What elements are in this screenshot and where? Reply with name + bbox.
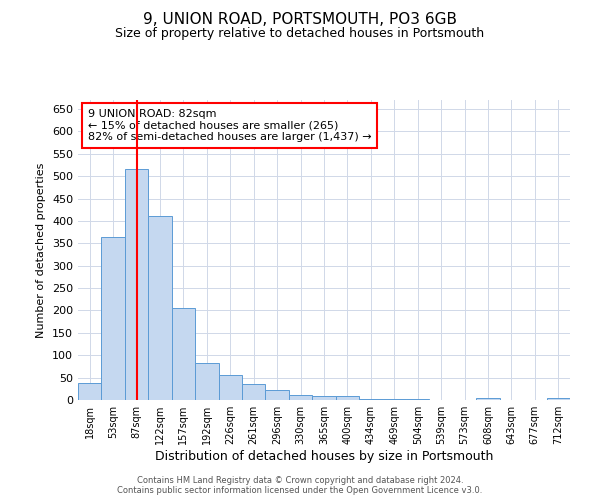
Bar bbox=[218, 376, 242, 400]
Bar bbox=[265, 390, 289, 400]
Bar bbox=[101, 236, 125, 400]
Text: Contains HM Land Registry data © Crown copyright and database right 2024.
Contai: Contains HM Land Registry data © Crown c… bbox=[118, 476, 482, 495]
X-axis label: Distribution of detached houses by size in Portsmouth: Distribution of detached houses by size … bbox=[155, 450, 493, 463]
Y-axis label: Number of detached properties: Number of detached properties bbox=[37, 162, 46, 338]
Bar bbox=[148, 216, 172, 400]
Bar bbox=[78, 384, 101, 400]
Bar bbox=[125, 170, 148, 400]
Bar bbox=[195, 364, 218, 400]
Bar bbox=[359, 399, 383, 400]
Bar bbox=[336, 396, 359, 400]
Bar bbox=[312, 396, 336, 400]
Bar bbox=[172, 308, 195, 400]
Text: 9 UNION ROAD: 82sqm
← 15% of detached houses are smaller (265)
82% of semi-detac: 9 UNION ROAD: 82sqm ← 15% of detached ho… bbox=[88, 109, 371, 142]
Bar bbox=[289, 394, 312, 400]
Bar bbox=[547, 398, 570, 400]
Bar bbox=[242, 384, 265, 400]
Bar bbox=[383, 399, 406, 400]
Bar bbox=[406, 399, 430, 400]
Text: 9, UNION ROAD, PORTSMOUTH, PO3 6GB: 9, UNION ROAD, PORTSMOUTH, PO3 6GB bbox=[143, 12, 457, 28]
Bar bbox=[476, 398, 500, 400]
Text: Size of property relative to detached houses in Portsmouth: Size of property relative to detached ho… bbox=[115, 28, 485, 40]
